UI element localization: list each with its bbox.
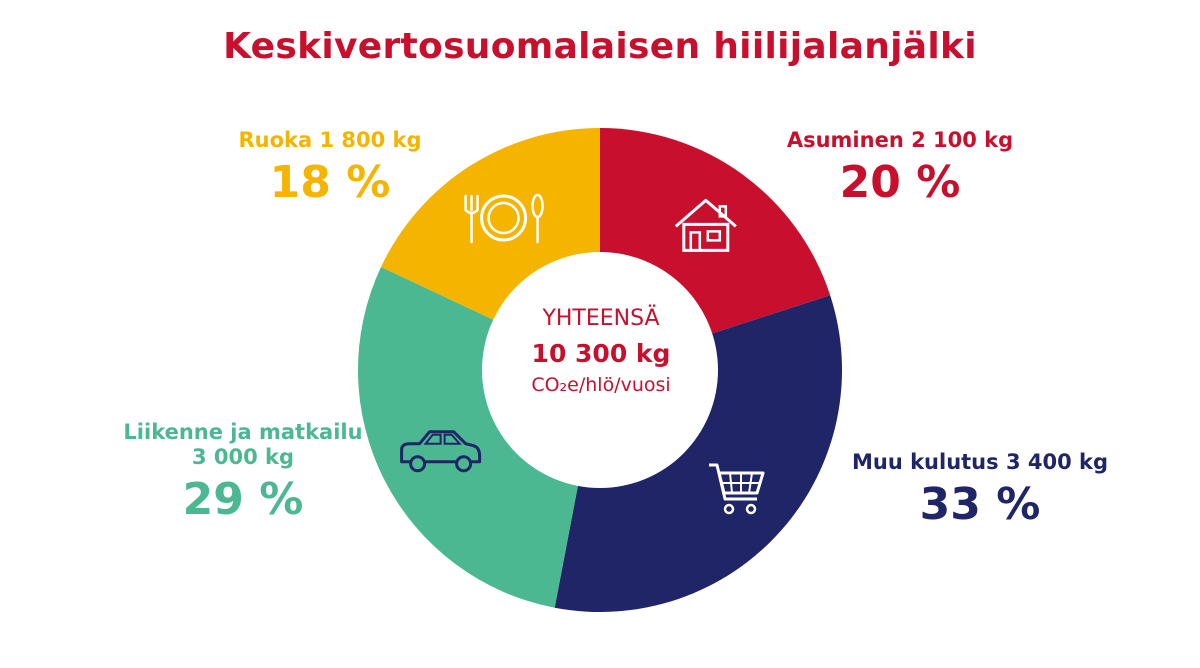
- label-housing: Asuminen 2 100 kg 20 %: [760, 128, 1040, 210]
- total-unit: CO₂e/hlö/vuosi: [531, 374, 671, 396]
- shopping-cart-icon: [709, 463, 765, 515]
- donut-hole: [482, 252, 718, 488]
- slice-percent: 33 %: [919, 479, 1041, 531]
- total-value: 10 300 kg: [531, 339, 671, 368]
- total-heading: YHTEENSÄ: [542, 306, 660, 331]
- label-transport: Liikenne ja matkailu 3 000 kg 29 %: [118, 420, 368, 527]
- house-icon: [674, 198, 737, 252]
- slice-percent: 18 %: [269, 157, 391, 209]
- label-other-consumption: Muu kulutus 3 400 kg 33 %: [830, 450, 1130, 532]
- car-icon: [400, 430, 482, 473]
- slice-label: Liikenne ja matkailu 3 000 kg: [123, 420, 363, 470]
- slice-percent: 20 %: [839, 157, 961, 209]
- total-label: YHTEENSÄ 10 300 kg CO₂e/hlö/vuosi: [511, 306, 691, 396]
- label-food: Ruoka 1 800 kg 18 %: [220, 128, 440, 210]
- chart-title: Keskivertosuomalaisen hiilijalanjälki: [223, 26, 977, 67]
- slice-label: Ruoka 1 800 kg: [238, 128, 422, 152]
- slice-label: Asuminen 2 100 kg: [786, 128, 1014, 152]
- slice-label: Muu kulutus 3 400 kg: [851, 450, 1109, 474]
- plate-cutlery-icon: [464, 193, 544, 244]
- slice-percent: 29 %: [182, 474, 304, 526]
